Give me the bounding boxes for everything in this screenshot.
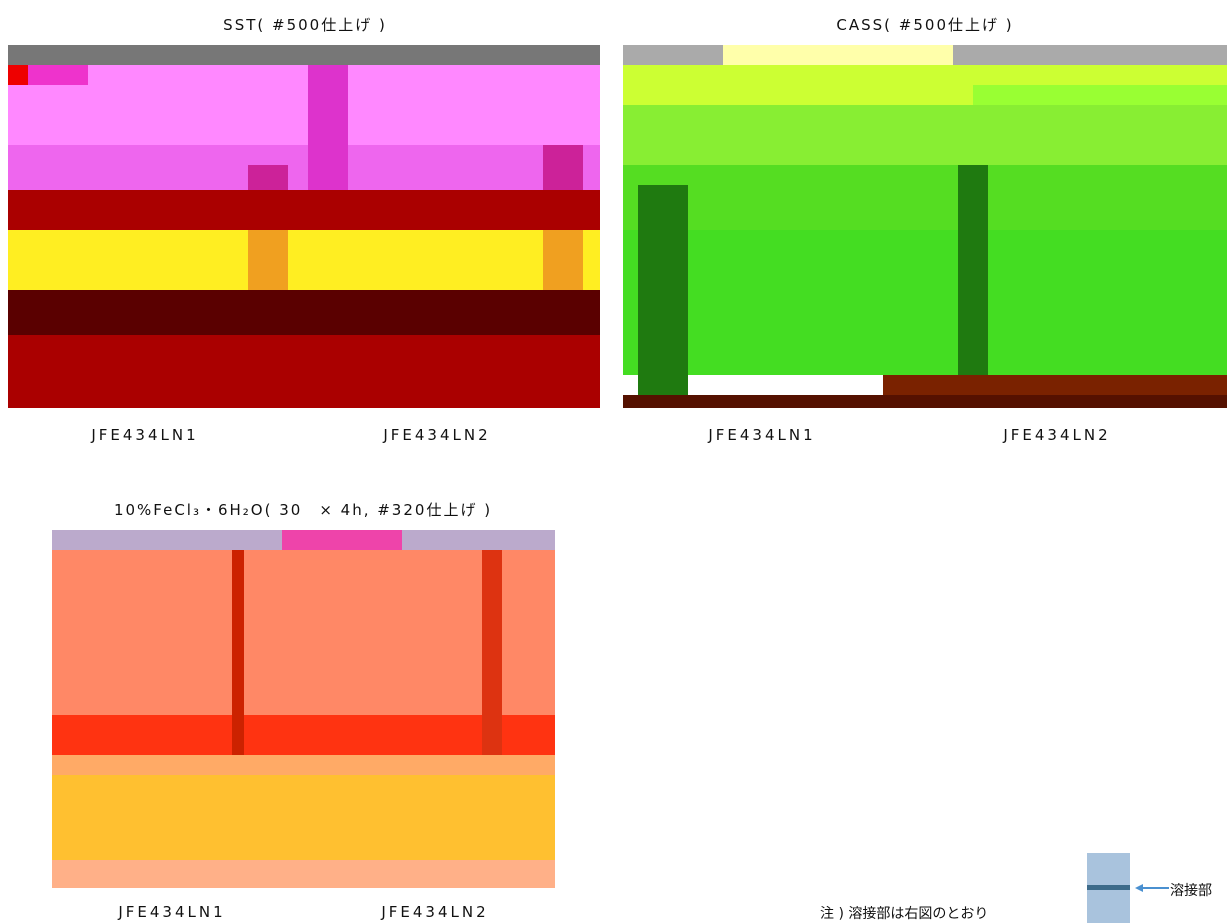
photo-art	[623, 45, 1227, 408]
panel-title: SST( #500仕上げ )	[223, 14, 387, 35]
page: {"panels": [ {"title": "SST( #500仕上げ )",…	[0, 0, 1227, 923]
specimen-label: JFE434LN1	[708, 426, 815, 444]
specimen-label: JFE434LN1	[91, 426, 198, 444]
weld-line	[1087, 885, 1130, 890]
photo-art	[8, 45, 600, 408]
specimen-label: JFE434LN2	[1003, 426, 1110, 444]
specimen-label: JFE434LN2	[381, 903, 488, 921]
panel-title: CASS( #500仕上げ )	[836, 14, 1013, 35]
photo-art	[52, 530, 555, 888]
panel-title: 10%FeCl₃・6H₂O( 30 × 4h, #320仕上げ )	[114, 499, 492, 520]
arrow-head	[1135, 884, 1143, 892]
photo	[623, 45, 1227, 408]
specimen-label: JFE434LN1	[118, 903, 225, 921]
specimen-label: JFE434LN2	[383, 426, 490, 444]
photo	[52, 530, 555, 888]
callout: 溶接部	[1170, 880, 1212, 900]
photo	[8, 45, 600, 408]
note: 注 ) 溶接部は右図のとおり	[820, 903, 988, 923]
